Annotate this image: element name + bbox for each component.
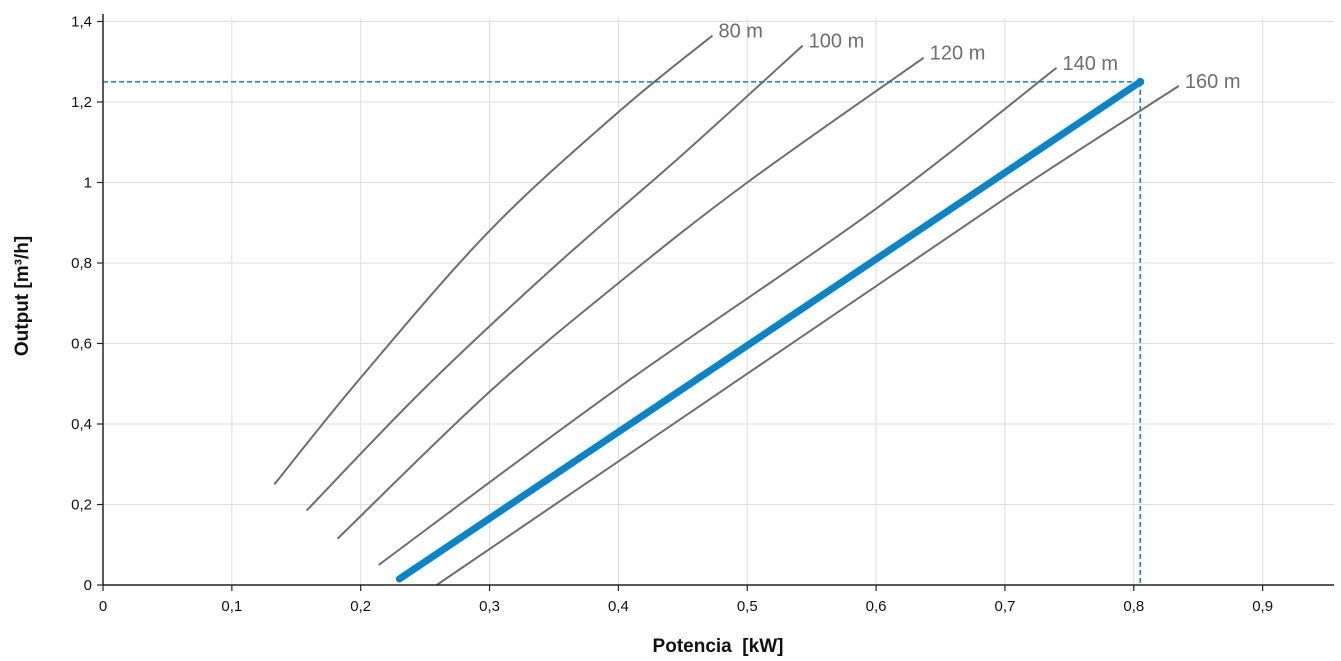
y-tick-label: 0,4 (71, 416, 92, 433)
y-tick-label: 1 (84, 175, 92, 192)
x-tick-label: 0,1 (221, 598, 242, 615)
x-tick-label: 0,2 (350, 598, 371, 615)
operating-point-group (103, 77, 1145, 585)
x-tick-label: 0,9 (1252, 598, 1273, 615)
x-tick-labels: 0 0,1 0,2 0,3 0,4 0,5 0,6 0,7 0,8 0,9 (99, 598, 1273, 615)
head-curve (336, 56, 925, 540)
y-tick-label: 1,4 (71, 14, 92, 31)
y-tick-label: 0,6 (71, 336, 92, 353)
curve-label: 160 m (1185, 71, 1241, 93)
x-tick-label: 0,4 (608, 598, 629, 615)
x-tick-label: 0,8 (1123, 598, 1144, 615)
x-tick-label: 0,3 (479, 598, 500, 615)
x-tick-label: 0,6 (866, 598, 887, 615)
y-tick-label: 0,8 (71, 255, 92, 272)
x-axis-label: Potencia [kW] (653, 636, 784, 657)
curve-label: 120 m (930, 43, 986, 65)
y-tick-labels: 0 0,2 0,4 0,6 0,8 1 1,2 1,4 (71, 14, 92, 595)
operating-point (1136, 77, 1145, 86)
head-curve (273, 34, 714, 486)
head-curve (305, 44, 804, 512)
head-curve (378, 66, 1058, 566)
curve-labels: 80 m 100 m 120 m 140 m 160 m (718, 21, 1240, 93)
axes (97, 14, 1334, 591)
y-tick-label: 1,2 (71, 94, 92, 111)
x-tick-label: 0,5 (737, 598, 758, 615)
head-curve (436, 85, 1180, 586)
head-curves (273, 34, 1180, 586)
curve-label: 80 m (718, 21, 762, 43)
y-gridlines (103, 21, 1334, 505)
curve-label: 100 m (809, 31, 865, 53)
x-tick-label: 0,7 (995, 598, 1016, 615)
y-axis-label: Output [m³/h] (12, 236, 33, 356)
curve-label: 140 m (1062, 53, 1118, 75)
x-tick-label: 0 (99, 598, 107, 615)
selected-curve (395, 78, 1144, 583)
y-tick-label: 0 (84, 577, 92, 594)
y-tick-label: 0,2 (71, 497, 92, 514)
